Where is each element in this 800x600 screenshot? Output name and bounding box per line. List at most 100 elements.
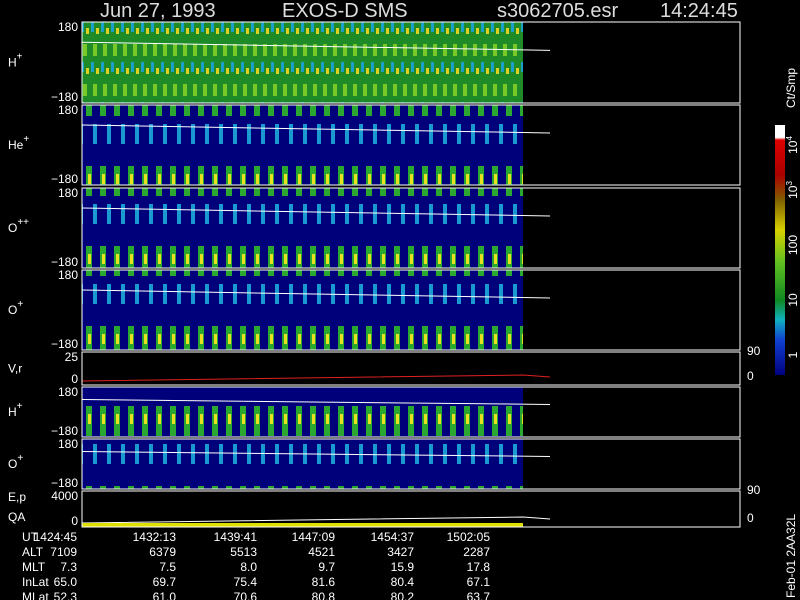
table-cell: 1424:45 bbox=[34, 530, 78, 544]
panel-label: O+ bbox=[8, 453, 23, 471]
label-text: 10 bbox=[786, 185, 800, 199]
y-tick-label: 180 bbox=[58, 186, 78, 200]
label-sup: + bbox=[17, 299, 23, 310]
colorbar bbox=[775, 125, 785, 375]
table-cell: 65.0 bbox=[54, 575, 78, 589]
table-cell: 15.9 bbox=[391, 560, 415, 574]
y-tick-label: 180 bbox=[58, 437, 78, 451]
label-sup: ++ bbox=[17, 217, 29, 228]
trace bbox=[81, 41, 551, 51]
colorbar-title: Ct/Smp bbox=[784, 68, 798, 108]
table-cell: 5513 bbox=[230, 545, 257, 559]
panel-label: E,p bbox=[8, 490, 26, 504]
label-text: 1 bbox=[786, 351, 800, 358]
panel-fill bbox=[82, 188, 523, 268]
trace bbox=[81, 124, 551, 134]
table-cell: 6379 bbox=[149, 545, 176, 559]
table-cell: 7.5 bbox=[159, 560, 176, 574]
colorbar-label: 103 bbox=[785, 181, 800, 199]
y-tick-label: −180 bbox=[51, 476, 78, 490]
label-text: O bbox=[8, 303, 17, 317]
colorbar-label: 104 bbox=[785, 136, 800, 154]
table-cell: 7109 bbox=[50, 545, 77, 559]
qa-bar bbox=[82, 523, 523, 527]
label-text: 100 bbox=[786, 235, 800, 255]
panel-label: V,r bbox=[8, 362, 22, 376]
file-name: s3062705.esr bbox=[497, 0, 619, 22]
y2-tick-label: 90 bbox=[747, 344, 761, 358]
clock: 14:24:45 bbox=[660, 0, 738, 22]
y-tick-label: −180 bbox=[51, 255, 78, 269]
panel-frame bbox=[81, 269, 741, 351]
instrument: EXOS-D SMS bbox=[282, 0, 408, 22]
label-text: O bbox=[8, 457, 17, 471]
panel-fill bbox=[82, 22, 523, 103]
table-cell: 3427 bbox=[387, 545, 414, 559]
table-cell: 1447:09 bbox=[292, 530, 336, 544]
row-header: ALT bbox=[22, 545, 44, 559]
panel-label: H+ bbox=[8, 401, 23, 419]
table-cell: 80.4 bbox=[391, 575, 415, 589]
row-header: UT bbox=[22, 530, 39, 544]
y-tick-label: −180 bbox=[51, 90, 78, 104]
table-cell: 8.0 bbox=[240, 560, 257, 574]
table-cell: 67.1 bbox=[467, 575, 491, 589]
table-cell: 70.6 bbox=[234, 590, 258, 600]
panel-label: O+ bbox=[8, 299, 23, 317]
table-cell: 9.7 bbox=[318, 560, 335, 574]
label-text: E,p bbox=[8, 490, 26, 504]
label-text: 10 bbox=[786, 140, 800, 154]
date: Jun 27, 1993 bbox=[100, 0, 216, 22]
panel-frame bbox=[81, 187, 741, 269]
colorbar-label: 10 bbox=[786, 293, 800, 307]
trace bbox=[81, 399, 551, 405]
y-tick-label: −180 bbox=[51, 172, 78, 186]
panel-fill bbox=[82, 387, 523, 437]
y-tick-label: 180 bbox=[58, 20, 78, 34]
panel-label: O++ bbox=[8, 217, 29, 235]
table-cell: 75.4 bbox=[234, 575, 258, 589]
table-cell: 1432:13 bbox=[133, 530, 177, 544]
table-cell: 2287 bbox=[463, 545, 490, 559]
trace bbox=[81, 451, 551, 457]
footer: Feb-01 2AA32L bbox=[784, 514, 798, 598]
table-cell: 80.8 bbox=[312, 590, 336, 600]
panel-frame bbox=[81, 490, 741, 528]
label-sup: + bbox=[17, 453, 23, 464]
table-cell: 1502:05 bbox=[447, 530, 491, 544]
row-header: InLat bbox=[22, 575, 49, 589]
label-sup: + bbox=[17, 52, 23, 63]
label-sup: 4 bbox=[785, 136, 794, 141]
label-sup: + bbox=[17, 401, 23, 412]
panel-label: H+ bbox=[8, 52, 23, 70]
panel-frame bbox=[81, 21, 741, 104]
y-tick-label: 0 bbox=[71, 372, 78, 386]
y-tick-label: 0 bbox=[71, 514, 78, 528]
label-text: He bbox=[8, 138, 24, 152]
y-tick-label: −180 bbox=[51, 424, 78, 438]
panel-label: QA bbox=[8, 510, 25, 524]
panel-fill bbox=[82, 270, 523, 350]
table-cell: 80.2 bbox=[391, 590, 415, 600]
table-cell: 81.6 bbox=[312, 575, 336, 589]
panel-frame bbox=[81, 438, 741, 490]
colorbar-label: 100 bbox=[786, 235, 800, 255]
panel-fill bbox=[82, 105, 523, 185]
panel-fill bbox=[82, 439, 523, 489]
panel-frame bbox=[81, 351, 741, 386]
label-text: H bbox=[8, 405, 17, 419]
label-text: O bbox=[8, 221, 17, 235]
y2-tick-label: 90 bbox=[747, 483, 761, 497]
panel-label: He+ bbox=[8, 134, 29, 152]
trace bbox=[81, 516, 551, 524]
table-cell: 52.3 bbox=[54, 590, 78, 600]
trace bbox=[81, 289, 551, 299]
row-header: MLat bbox=[22, 590, 49, 600]
table-cell: 17.8 bbox=[467, 560, 491, 574]
y2-tick-label: 0 bbox=[747, 511, 754, 525]
label-text: H bbox=[8, 56, 17, 70]
panel-frame bbox=[81, 386, 741, 438]
y-tick-label: 25 bbox=[65, 350, 79, 364]
label-text: 10 bbox=[786, 293, 800, 307]
